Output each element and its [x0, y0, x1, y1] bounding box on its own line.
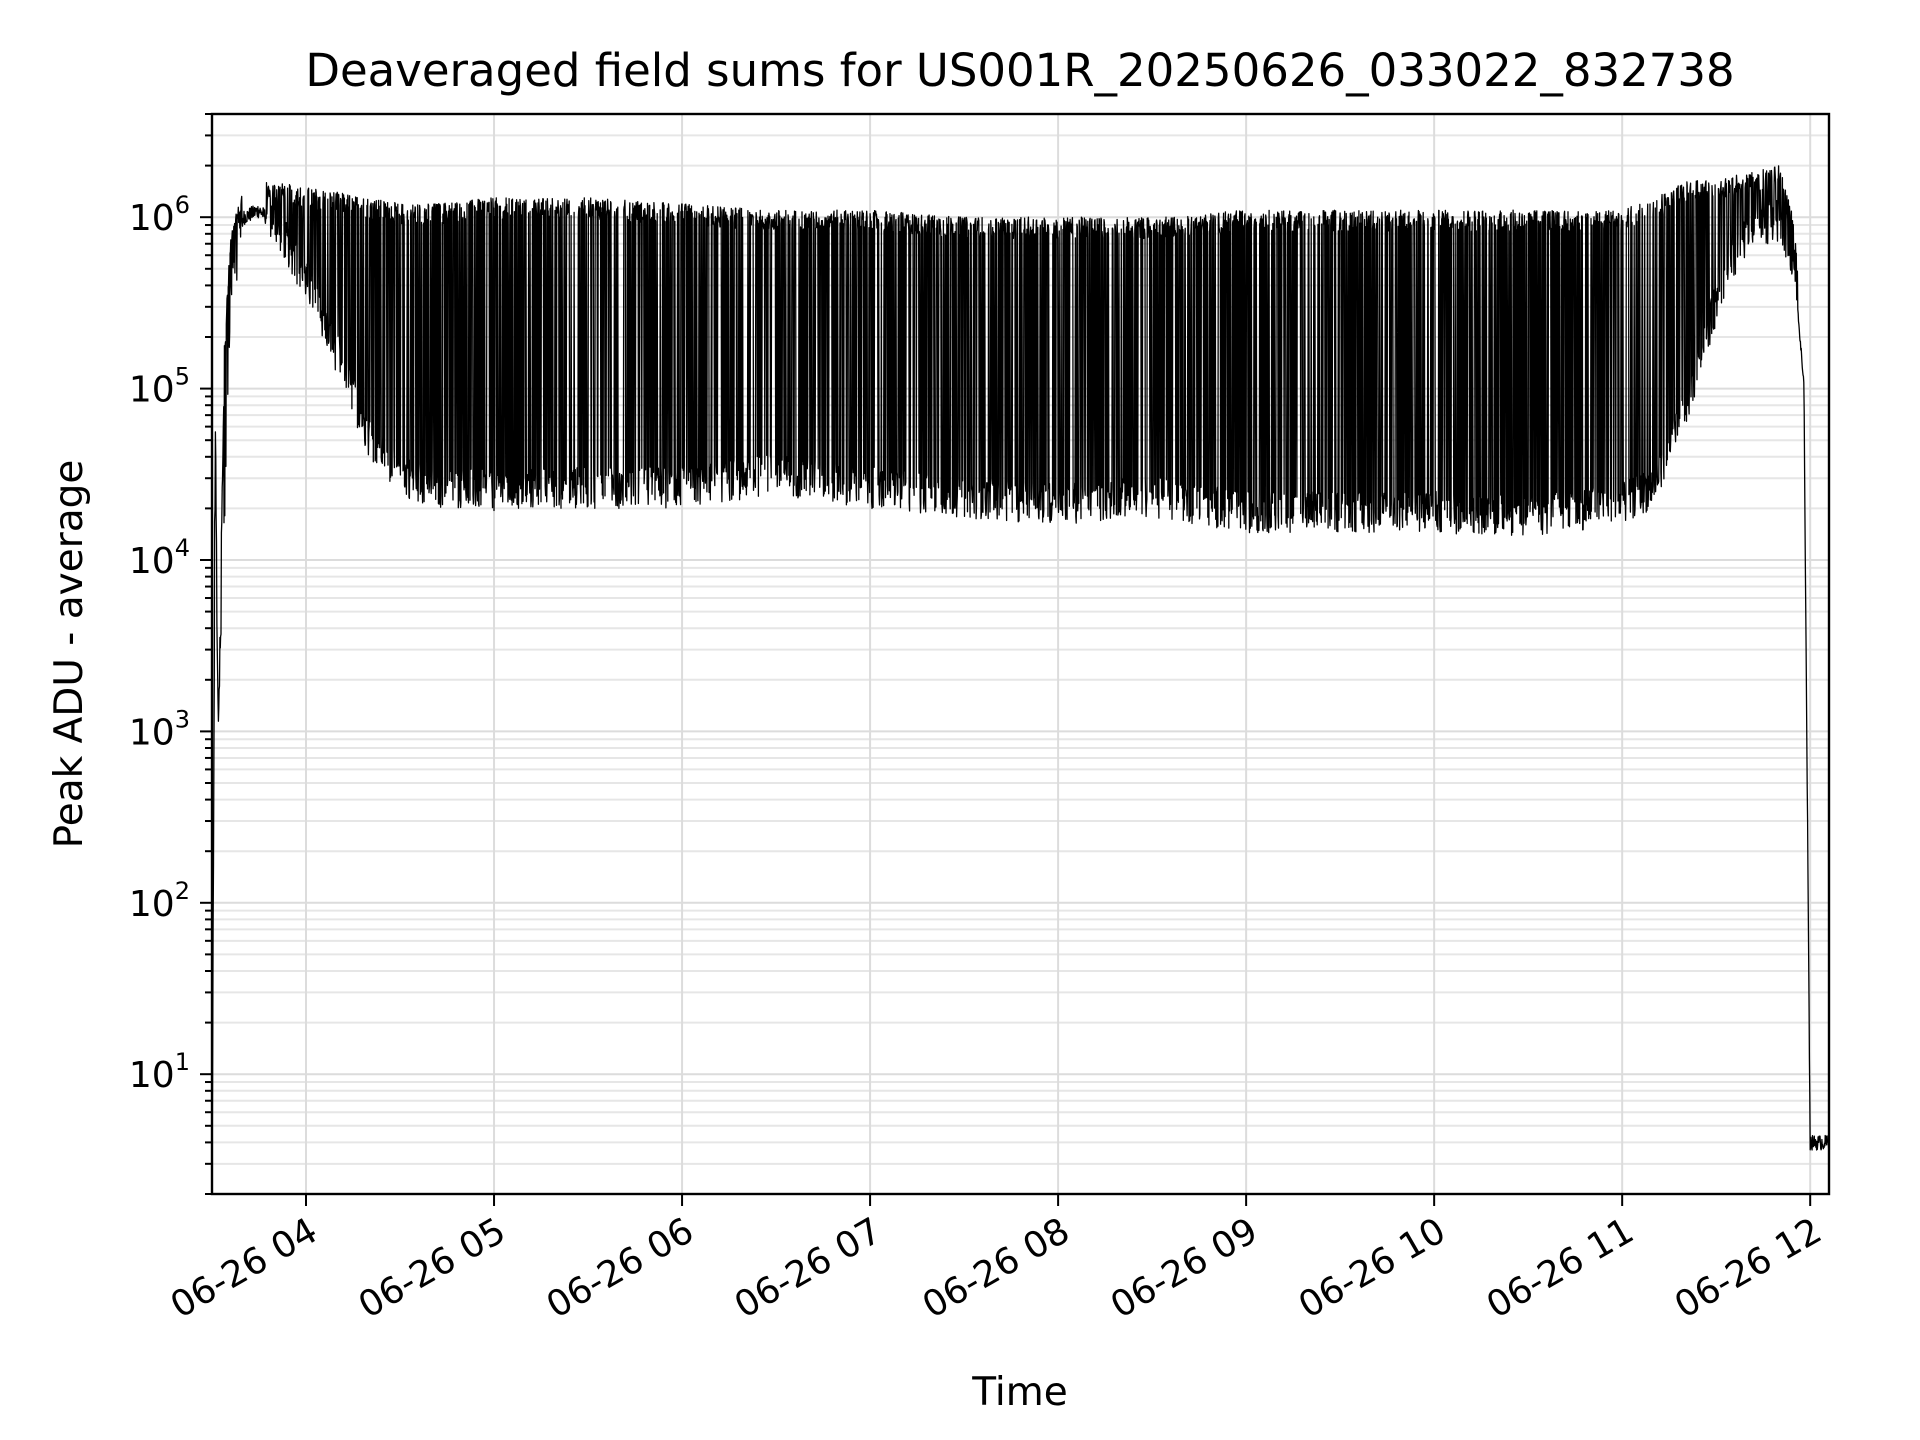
x-tick-label: 06-26 05 [352, 1210, 513, 1326]
x-axis-label: Time [971, 1370, 1067, 1415]
y-tick-label: 106 [129, 191, 190, 239]
x-tick-label: 06-26 12 [1668, 1210, 1829, 1326]
x-tick-label: 06-26 09 [1104, 1210, 1265, 1326]
y-axis-label: Peak ADU - average [47, 460, 92, 849]
x-tick-label: 06-26 04 [164, 1210, 325, 1326]
y-tick-label: 103 [129, 705, 190, 753]
y-tick-label: 104 [129, 534, 190, 582]
y-axis-ticks: 101 102 103 104 105 106 [129, 113, 212, 1195]
chart-title: Deaveraged field sums for US001R_2025062… [305, 44, 1734, 97]
series-layer [211, 165, 1830, 1192]
plot-frame [210, 112, 1831, 1196]
x-tick-label: 06-26 10 [1292, 1210, 1453, 1326]
y-tick-label: 105 [129, 363, 190, 411]
y-tick-label: 101 [129, 1048, 190, 1096]
x-tick-label: 06-26 08 [916, 1210, 1077, 1326]
x-axis-ticks: 06-26 04 06-26 05 06-26 06 06-26 07 06-26 08… [164, 1194, 1829, 1327]
series-line [211, 165, 1830, 1192]
x-tick-label: 06-26 07 [728, 1210, 889, 1326]
y-tick-label: 102 [129, 877, 190, 925]
x-tick-label: 06-26 11 [1480, 1210, 1641, 1326]
x-tick-label: 06-26 06 [540, 1210, 701, 1326]
